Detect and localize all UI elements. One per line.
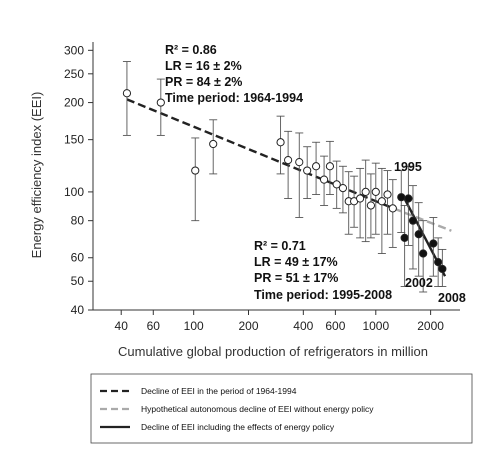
filled-data-point <box>438 264 447 274</box>
y-tick-label: 50 <box>71 274 85 288</box>
y-tick-label: 250 <box>64 67 84 81</box>
y-tick-label: 150 <box>64 133 84 147</box>
open-data-point <box>355 194 365 203</box>
open-data-point <box>332 180 341 189</box>
open-data-point <box>122 89 132 98</box>
trend-line-hypothetical <box>393 207 452 232</box>
x-tick-label: 600 <box>325 319 345 333</box>
filled-data-point <box>434 258 443 267</box>
late-r2: R² = 0.71 <box>254 239 306 253</box>
y-axis-title: Energy efficiency index (EEI) <box>29 92 44 259</box>
legend: Decline of EEI in the period of 1964-199… <box>90 373 473 444</box>
y-tick-label: 60 <box>71 251 85 265</box>
x-tick-label: 400 <box>293 319 313 333</box>
x-tick-label: 100 <box>184 319 204 333</box>
early-r2: R² = 0.86 <box>165 43 217 57</box>
y-tick-label: 80 <box>71 214 85 228</box>
early-lr: LR = 16 ± 2% <box>165 59 242 73</box>
annotation-late: R² = 0.71 LR = 49 ± 17% PR = 51 ± 17% Ti… <box>254 239 392 302</box>
x-axis-title: Cumulative global production of refriger… <box>118 344 428 359</box>
annotation-early: R² = 0.86 LR = 16 ± 2% PR = 84 ± 2% Time… <box>165 43 303 105</box>
x-tick-label: 200 <box>238 319 258 333</box>
x-tick-label: 2000 <box>417 319 444 333</box>
legend-label-policy: Decline of EEI including the effects of … <box>141 422 335 432</box>
open-data-point <box>276 138 285 147</box>
y-tick-label: 300 <box>64 43 84 57</box>
trend-line-1964-1994 <box>126 98 394 210</box>
open-data-point <box>303 166 312 175</box>
legend-label-hypothetical: Hypothetical autonomous decline of EEI w… <box>141 404 374 414</box>
open-data-point <box>156 98 165 107</box>
open-data-point <box>388 204 397 213</box>
x-tick-label: 60 <box>147 319 161 333</box>
open-data-point <box>209 139 218 149</box>
open-data-point <box>325 162 335 171</box>
year-label-2008: 2008 <box>438 291 466 305</box>
data-points <box>122 61 447 293</box>
filled-data-point <box>404 194 413 203</box>
legend-box <box>90 373 473 444</box>
open-data-point <box>338 183 348 193</box>
open-data-point <box>284 155 293 165</box>
late-pr: PR = 51 ± 17% <box>254 271 338 285</box>
open-data-point <box>295 158 304 167</box>
filled-data-point <box>429 239 438 248</box>
open-data-point <box>311 162 321 171</box>
late-period: Time period: 1995-2008 <box>254 288 392 302</box>
early-pr: PR = 84 ± 2% <box>165 75 242 89</box>
open-data-point <box>383 190 392 199</box>
open-data-point <box>377 197 386 206</box>
year-label-1995: 1995 <box>394 160 422 174</box>
filled-data-point <box>397 193 406 202</box>
y-tick-label: 40 <box>71 303 85 317</box>
x-tick-label: 1000 <box>362 319 389 333</box>
y-tick-label: 100 <box>64 185 84 199</box>
filled-data-point <box>419 249 428 258</box>
year-label-2002: 2002 <box>405 276 433 290</box>
late-lr: LR = 49 ± 17% <box>254 255 338 269</box>
x-tick-label: 40 <box>115 319 129 333</box>
filled-data-point <box>414 230 423 239</box>
legend-label-early: Decline of EEI in the period of 1964-199… <box>141 386 297 396</box>
y-tick-label: 200 <box>64 96 84 110</box>
filled-data-point <box>400 233 409 242</box>
open-data-point <box>361 187 370 197</box>
open-data-point <box>191 166 200 175</box>
axes: 40 50 60 80 100 150 200 250 300 40 60 100 200 400 600 1… <box>64 42 460 333</box>
early-period: Time period: 1964-1994 <box>165 91 303 105</box>
open-data-point <box>366 201 375 210</box>
filled-data-point <box>408 216 418 225</box>
open-data-point <box>371 187 380 197</box>
open-data-point <box>319 175 329 184</box>
